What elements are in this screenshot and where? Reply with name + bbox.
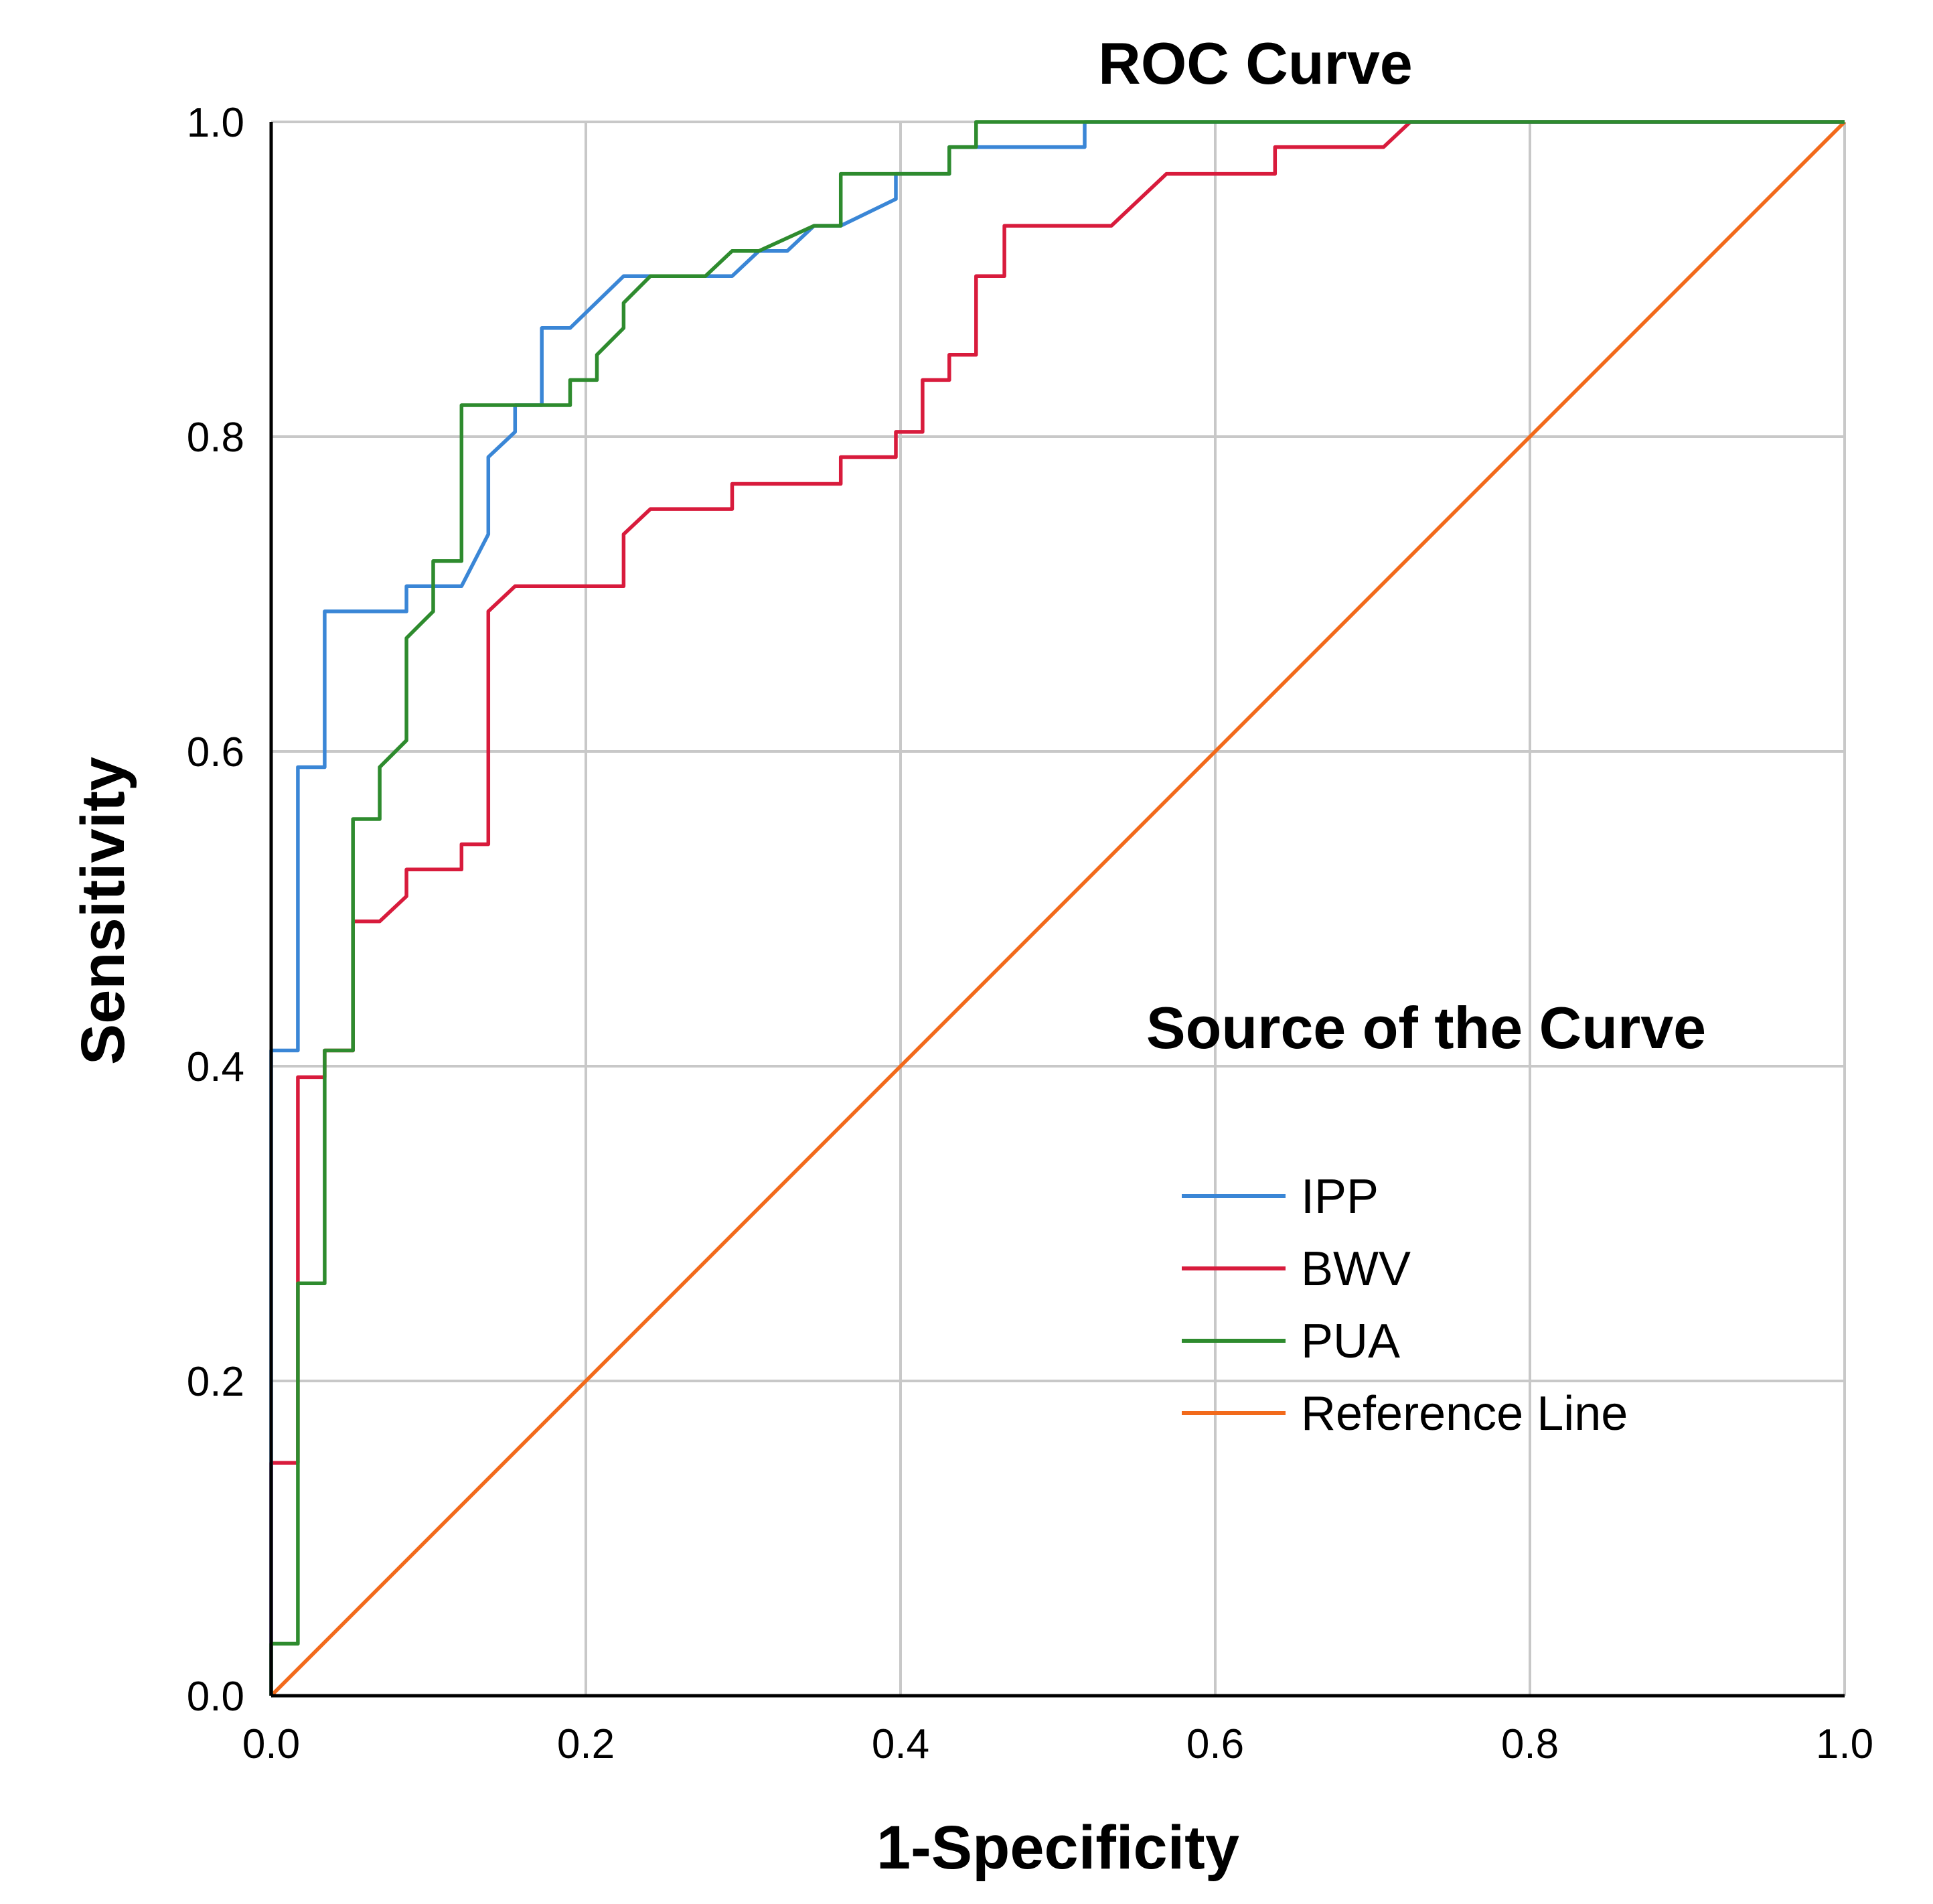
grid — [270, 121, 1846, 1697]
x-tick-label: 0.6 — [1186, 1721, 1244, 1767]
legend-label-pua: PUA — [1301, 1315, 1400, 1368]
series-line-reference-line — [270, 121, 1846, 1697]
legend: Source of the Curve IPP BWV PUA Reference L… — [1146, 995, 1706, 1441]
x-tick-label: 0.0 — [242, 1721, 300, 1767]
y-tick-label: 0.8 — [187, 415, 244, 461]
y-tick-label: 0.2 — [187, 1359, 244, 1405]
y-tick-label: 0.4 — [187, 1044, 244, 1090]
legend-title: Source of the Curve — [1146, 995, 1706, 1061]
y-tick-labels: 0.0 0.2 0.4 0.6 0.8 1.0 — [187, 100, 244, 1720]
legend-label-reference-line: Reference Line — [1301, 1387, 1628, 1441]
legend-label-bwv: BWV — [1301, 1242, 1411, 1296]
x-tick-labels: 0.0 0.2 0.4 0.6 0.8 1.0 — [242, 1721, 1873, 1767]
y-tick-label: 1.0 — [187, 100, 244, 146]
x-axis-label: 1-Specificity — [876, 1814, 1239, 1882]
series-layer — [269, 120, 1846, 1697]
y-tick-label: 0.0 — [187, 1674, 244, 1720]
series-line-pua — [269, 120, 1845, 1696]
y-axis-label: Sensitivity — [69, 757, 137, 1065]
x-tick-label: 0.2 — [557, 1721, 615, 1767]
legend-items: IPP BWV PUA Reference Line — [1182, 1170, 1628, 1441]
x-tick-label: 0.8 — [1501, 1721, 1559, 1767]
x-tick-label: 1.0 — [1816, 1721, 1873, 1767]
y-tick-label: 0.6 — [187, 729, 244, 776]
legend-label-ipp: IPP — [1301, 1170, 1379, 1224]
x-tick-label: 0.4 — [872, 1721, 929, 1767]
chart-title: ROC Curve — [1098, 30, 1412, 96]
axes — [269, 122, 1845, 1698]
